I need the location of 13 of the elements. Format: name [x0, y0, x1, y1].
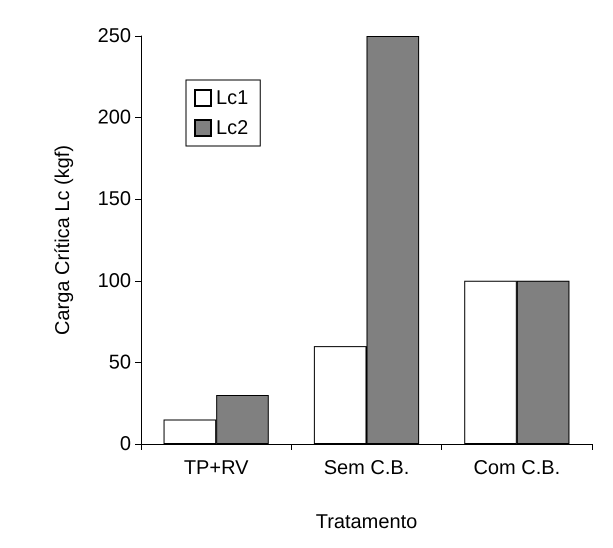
y-tick-label: 50 [108, 351, 131, 374]
y-tick-label: 100 [98, 270, 131, 292]
x-tick-label: TP+RV [184, 457, 250, 479]
y-tick-label: 250 [98, 25, 131, 47]
y-tick-label: 150 [98, 188, 131, 210]
legend-label: Lc2 [216, 117, 248, 139]
legend-label: Lc1 [216, 87, 248, 109]
y-tick-label: 200 [98, 106, 131, 129]
y-tick-label: 0 [120, 433, 131, 455]
x-axis-title: Tratamento [316, 511, 418, 533]
y-axis-title: Carga Crítica Lc (kgf) [52, 144, 74, 336]
x-tick-label: Com C.B. [473, 457, 560, 479]
x-tick-label: Sem C.B. [324, 457, 410, 479]
